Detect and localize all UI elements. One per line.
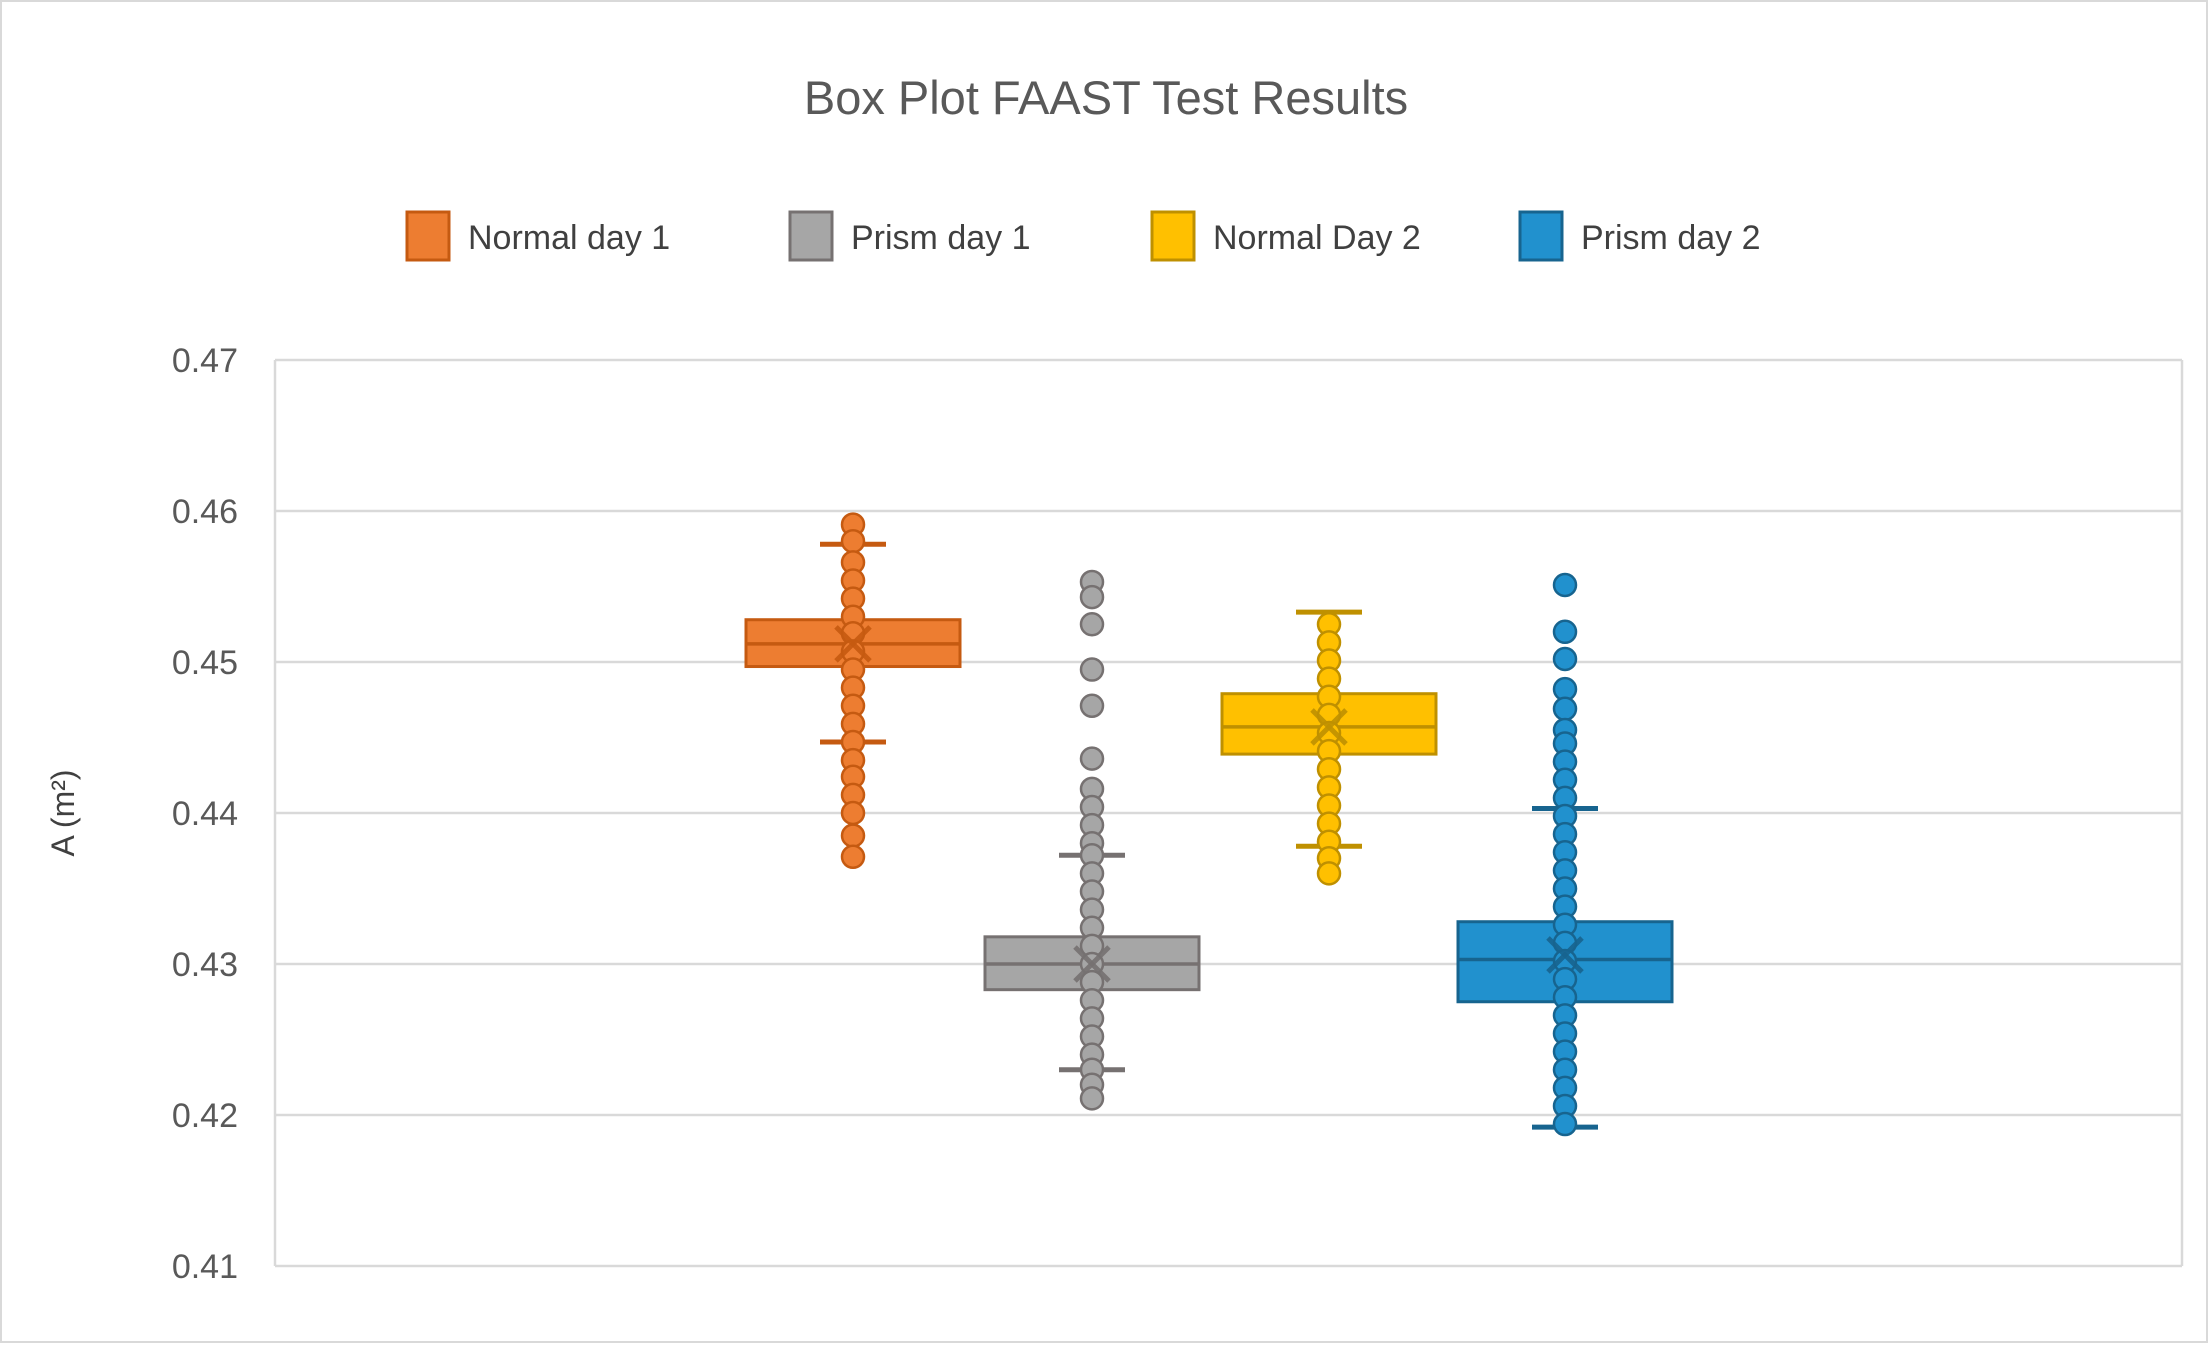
- plot-area: 0.47 0.46 0.45 0.44 0.43 0.42 0.41: [172, 342, 2184, 1286]
- data-point: [1079, 1086, 1105, 1111]
- y-tick-label: 0.45: [172, 644, 238, 682]
- y-axis-title: A (m²): [45, 769, 81, 856]
- legend-label-normal-day-2: Normal Day 2: [1213, 219, 1421, 257]
- data-point: [840, 528, 866, 554]
- data-point: [840, 844, 866, 870]
- y-tick-label: 0.43: [172, 946, 238, 984]
- legend-swatch-prism-day-2: [1518, 210, 1564, 262]
- data-point: [1079, 693, 1105, 719]
- legend-label-prism-day-2: Prism day 2: [1581, 219, 1761, 257]
- mean-marker: [1310, 708, 1348, 746]
- data-point: [1552, 646, 1578, 672]
- data-point: [1079, 746, 1105, 771]
- y-tick-label: 0.46: [172, 493, 238, 531]
- legend-item-prism-day-2: Prism day 2: [1518, 210, 1761, 262]
- data-point: [1079, 657, 1105, 682]
- mean-marker: [1073, 945, 1111, 983]
- data-point: [1552, 619, 1578, 645]
- legend-item-normal-day-1: Normal day 1: [405, 210, 670, 262]
- data-point: [1552, 572, 1578, 598]
- data-point: [1552, 1111, 1578, 1137]
- y-tick-label: 0.44: [172, 795, 238, 833]
- legend-label-normal-day-1: Normal day 1: [468, 219, 670, 257]
- legend-swatch-normal-day-2: [1150, 210, 1196, 262]
- legend-swatch-prism-day-1: [788, 210, 834, 262]
- y-tick-label: 0.41: [172, 1248, 238, 1286]
- data-point: [1552, 696, 1578, 722]
- legend-swatch-normal-day-1: [405, 210, 451, 262]
- legend-item-normal-day-2: Normal Day 2: [1150, 210, 1421, 262]
- legend-item-prism-day-1: Prism day 1: [788, 210, 1031, 262]
- legend: Normal day 1 Prism day 1 Normal Day 2 Pr…: [405, 210, 1761, 262]
- mean-marker: [1546, 936, 1584, 974]
- data-point: [1316, 861, 1342, 886]
- data-point: [1079, 612, 1105, 637]
- data-point: [1079, 584, 1105, 610]
- legend-label-prism-day-1: Prism day 1: [851, 219, 1031, 257]
- data-point: [840, 800, 866, 826]
- chart-title: Box Plot FAAST Test Results: [804, 71, 1408, 124]
- y-tick-label: 0.42: [172, 1097, 238, 1135]
- data-point: [840, 823, 866, 848]
- y-tick-label: 0.47: [172, 342, 238, 380]
- mean-marker: [834, 625, 872, 663]
